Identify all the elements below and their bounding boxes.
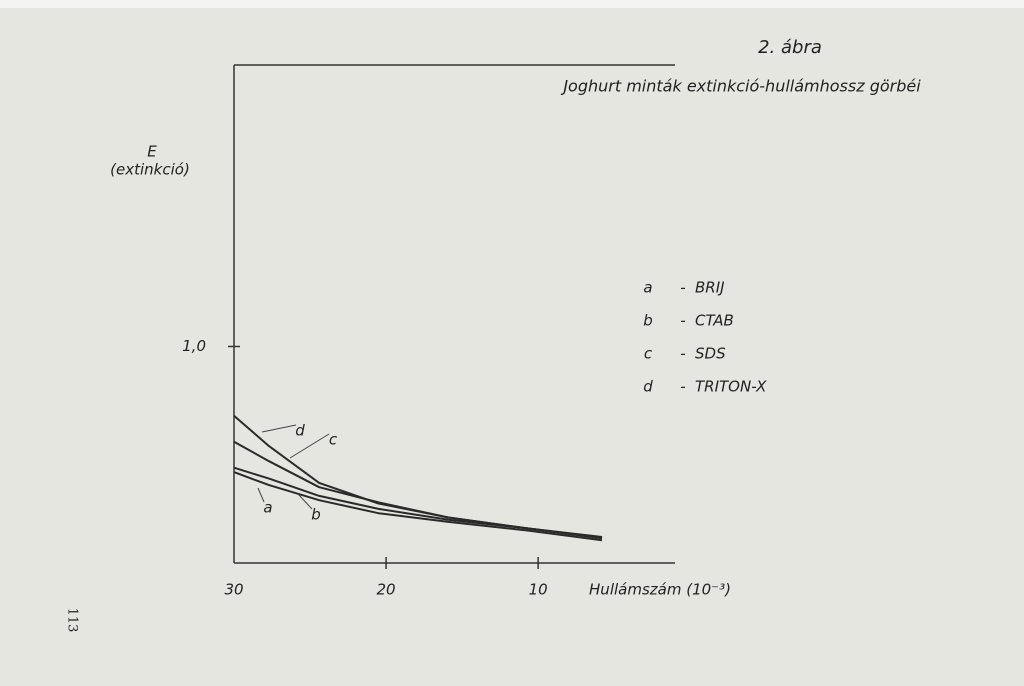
legend-dash: -	[680, 345, 685, 363]
y-tick-label: 1,0	[182, 337, 206, 355]
chart-subtitle: Joghurt minták extinkció-hullámhossz gör…	[560, 77, 921, 96]
chart-title: 2. ábra	[758, 37, 822, 58]
legend-name: BRIJ	[695, 279, 725, 297]
legend-dash: -	[680, 279, 685, 297]
curve-leader	[289, 433, 330, 459]
legend-dash: -	[680, 312, 685, 330]
x-tick-label: 30	[224, 581, 243, 599]
curve-key: a	[263, 499, 272, 517]
curve-key: b	[311, 506, 321, 524]
legend-name: CTAB	[695, 312, 734, 330]
legend-key: c	[644, 345, 653, 363]
legend-name: SDS	[695, 345, 726, 363]
x-tick-label: 10	[529, 581, 548, 599]
x-axis-label: Hullámszám (10⁻³)	[589, 581, 731, 599]
y-axis-label-sub: (extinkció)	[110, 161, 190, 179]
y-axis-label: E	[147, 143, 157, 161]
legend-dash: -	[680, 378, 685, 396]
page-number: 113	[65, 608, 80, 633]
x-tick-label: 20	[377, 581, 396, 599]
legend-key: a	[643, 279, 652, 297]
scan-edge	[0, 0, 1024, 8]
curve	[233, 471, 603, 542]
curve-key: c	[329, 431, 338, 449]
legend-key: b	[643, 312, 653, 330]
curve-leader	[261, 424, 297, 433]
curve	[233, 415, 603, 540]
legend-key: d	[643, 378, 653, 396]
curve-leader	[297, 493, 313, 510]
legend-name: TRITON-X	[695, 378, 767, 396]
curve-leader	[257, 487, 265, 503]
curve-key: d	[295, 422, 305, 440]
